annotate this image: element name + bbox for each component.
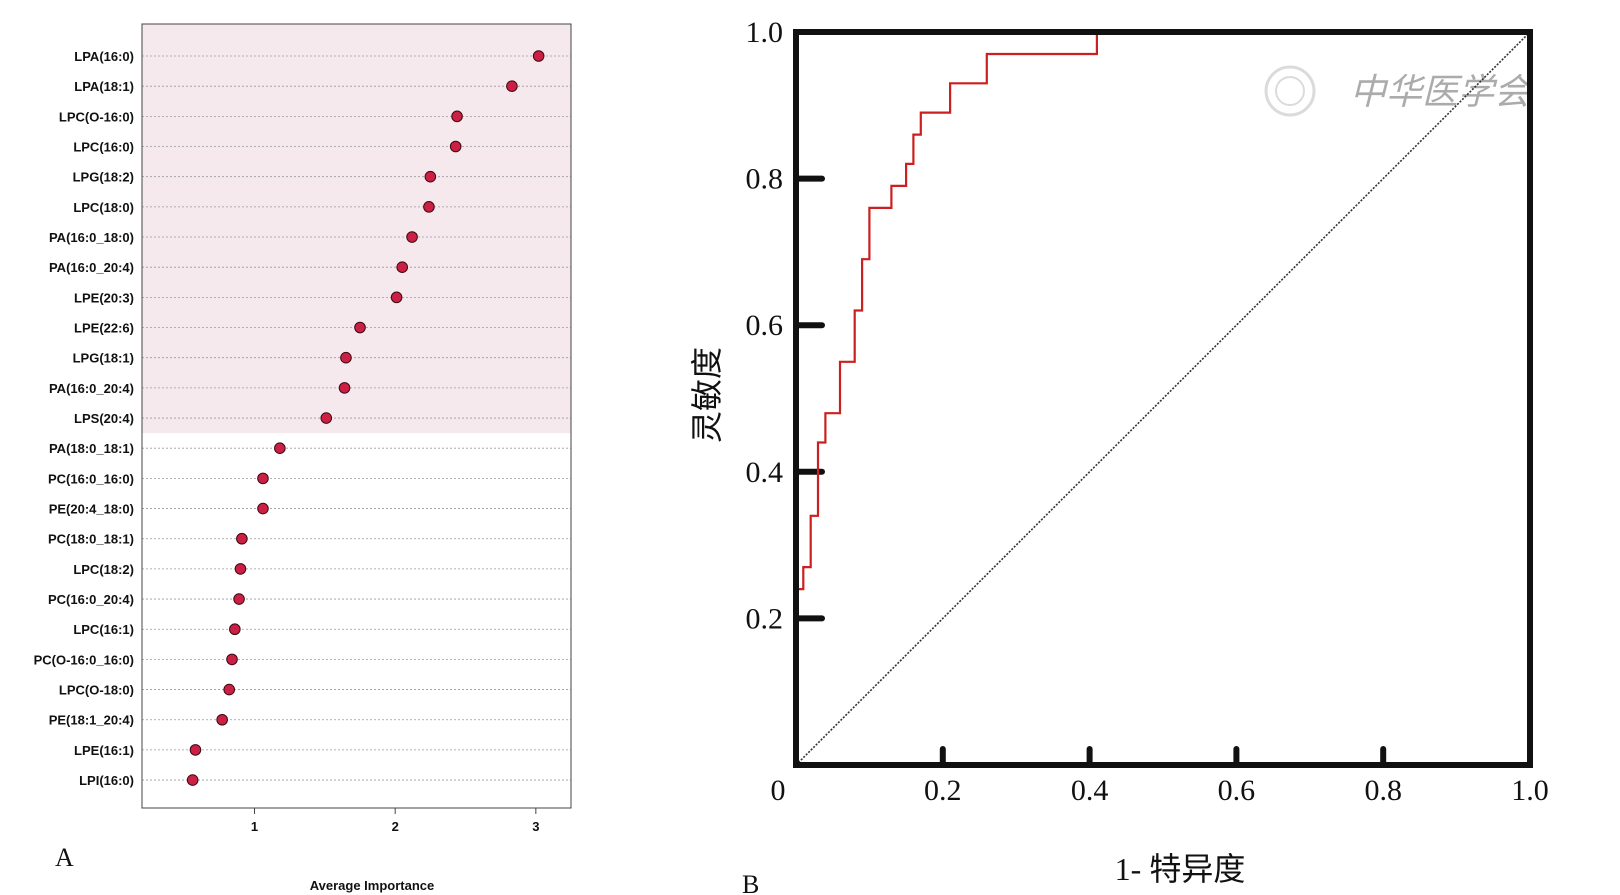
seal-icon	[1264, 65, 1316, 117]
roc-x-label: 1- 特异度	[1115, 851, 1246, 887]
feature-label: LPE(22:6)	[74, 321, 134, 336]
x-tick-label: 0.8	[1364, 774, 1402, 807]
importance-point	[216, 713, 228, 726]
importance-plot: LPA(16:0) LPA(18:1) LPC(O-16:0) LPC(16:0) LP…	[34, 23, 572, 893]
roc-x-tick-labels: 0 0.2 0.4 0.6 0.8 1.0	[771, 774, 1549, 807]
watermark: 中华医学会	[1264, 65, 1534, 117]
feature-label: PC(16:0_16:0)	[48, 471, 134, 486]
feature-label: PC(16:0_20:4)	[48, 592, 134, 607]
feature-label: LPC(16:0)	[73, 140, 134, 155]
feature-label: LPG(18:2)	[73, 170, 134, 185]
importance-point	[320, 412, 333, 424]
feature-label: LPE(20:3)	[74, 290, 134, 305]
importance-point	[396, 261, 409, 273]
feature-label: LPC(O-16:0)	[59, 109, 134, 124]
feature-label: LPG(18:1)	[73, 351, 134, 366]
feature-label: LPS(20:4)	[74, 411, 134, 426]
importance-point	[449, 140, 462, 153]
roc-curve	[794, 32, 1098, 765]
watermark-text: 中华医学会	[1350, 72, 1534, 112]
x-tick-label: 2	[392, 819, 399, 834]
importance-point	[506, 80, 518, 92]
top-features-highlight	[142, 24, 571, 434]
x-tick-label: 1.0	[1511, 774, 1549, 807]
x-tick-label: 3	[532, 819, 539, 834]
reference-line	[795, 31, 1531, 766]
importance-point	[451, 110, 463, 123]
panel-b-label: B	[742, 870, 759, 895]
importance-point	[274, 442, 286, 455]
y-tick-label: 0.6	[746, 309, 784, 342]
feature-labels: LPA(16:0) LPA(18:1) LPC(O-16:0) LPC(16:0) LP…	[34, 49, 134, 788]
feature-label: PA(18:0_18:1)	[49, 441, 134, 456]
roc-plot-frame	[793, 29, 1533, 768]
feature-label: PA(16:0_20:4)	[49, 260, 134, 275]
feature-label: LPI(16:0)	[79, 773, 134, 788]
x-tick-label: 1	[251, 819, 258, 834]
roc-y-tick-labels: 0.2 0.4 0.6 0.8 1.0	[746, 16, 784, 635]
roc-y-label: 灵敏度	[689, 347, 725, 443]
importance-gridlines	[142, 55, 571, 781]
x-tick-label: 0.2	[924, 774, 962, 807]
importance-point	[340, 351, 352, 364]
feature-label: PA(16:0_20:4)	[49, 381, 134, 396]
importance-point	[423, 201, 435, 213]
importance-point	[186, 774, 199, 786]
feature-label: PC(18:0_18:1)	[48, 532, 134, 547]
panel-a-label: A	[55, 843, 74, 872]
y-tick-label: 0.8	[746, 163, 784, 196]
feature-label: LPC(18:2)	[73, 562, 134, 577]
y-tick-label: 1.0	[746, 16, 784, 49]
importance-point	[354, 321, 366, 334]
importance-point	[338, 382, 351, 394]
feature-label: LPA(16:0)	[74, 49, 134, 64]
feature-label: PC(O-16:0_16:0)	[34, 652, 134, 667]
importance-point	[390, 291, 403, 304]
importance-point	[532, 50, 545, 62]
roc-plot: 中华医学会 0 0.2 0.4 0.6 0.8 1.0 0.2 0.4 0.6 0.8 1.0 1…	[689, 16, 1549, 895]
x-tick-label: 0	[771, 774, 786, 807]
x-tick-label: 0.6	[1218, 774, 1256, 807]
importance-point	[223, 683, 236, 696]
importance-point	[406, 231, 418, 243]
importance-point	[189, 744, 202, 756]
feature-label: LPC(O-18:0)	[59, 683, 134, 698]
importance-point	[226, 653, 238, 666]
importance-plot-frame	[141, 23, 572, 809]
importance-point	[234, 563, 247, 575]
feature-label: PA(16:0_18:0)	[49, 230, 134, 245]
feature-label: LPA(18:1)	[74, 79, 134, 94]
importance-point	[424, 170, 437, 183]
importance-point	[229, 623, 241, 636]
importance-point	[236, 532, 248, 545]
feature-label: LPC(16:1)	[73, 622, 134, 637]
importance-point	[233, 593, 245, 605]
importance-point	[257, 502, 269, 515]
y-tick-label: 0.4	[746, 456, 784, 489]
feature-label: LPC(18:0)	[73, 200, 134, 215]
importance-x-ticks: 1 2 3	[251, 808, 539, 834]
importance-points	[186, 50, 545, 786]
feature-label: PE(20:4_18:0)	[49, 502, 134, 517]
x-tick-label: 0.4	[1071, 774, 1109, 807]
feature-label: LPE(16:1)	[74, 743, 134, 758]
importance-x-label: Average Importance	[310, 878, 435, 893]
y-tick-label: 0.2	[746, 602, 784, 635]
feature-label: PE(18:1_20:4)	[49, 713, 134, 728]
importance-point	[257, 472, 269, 485]
